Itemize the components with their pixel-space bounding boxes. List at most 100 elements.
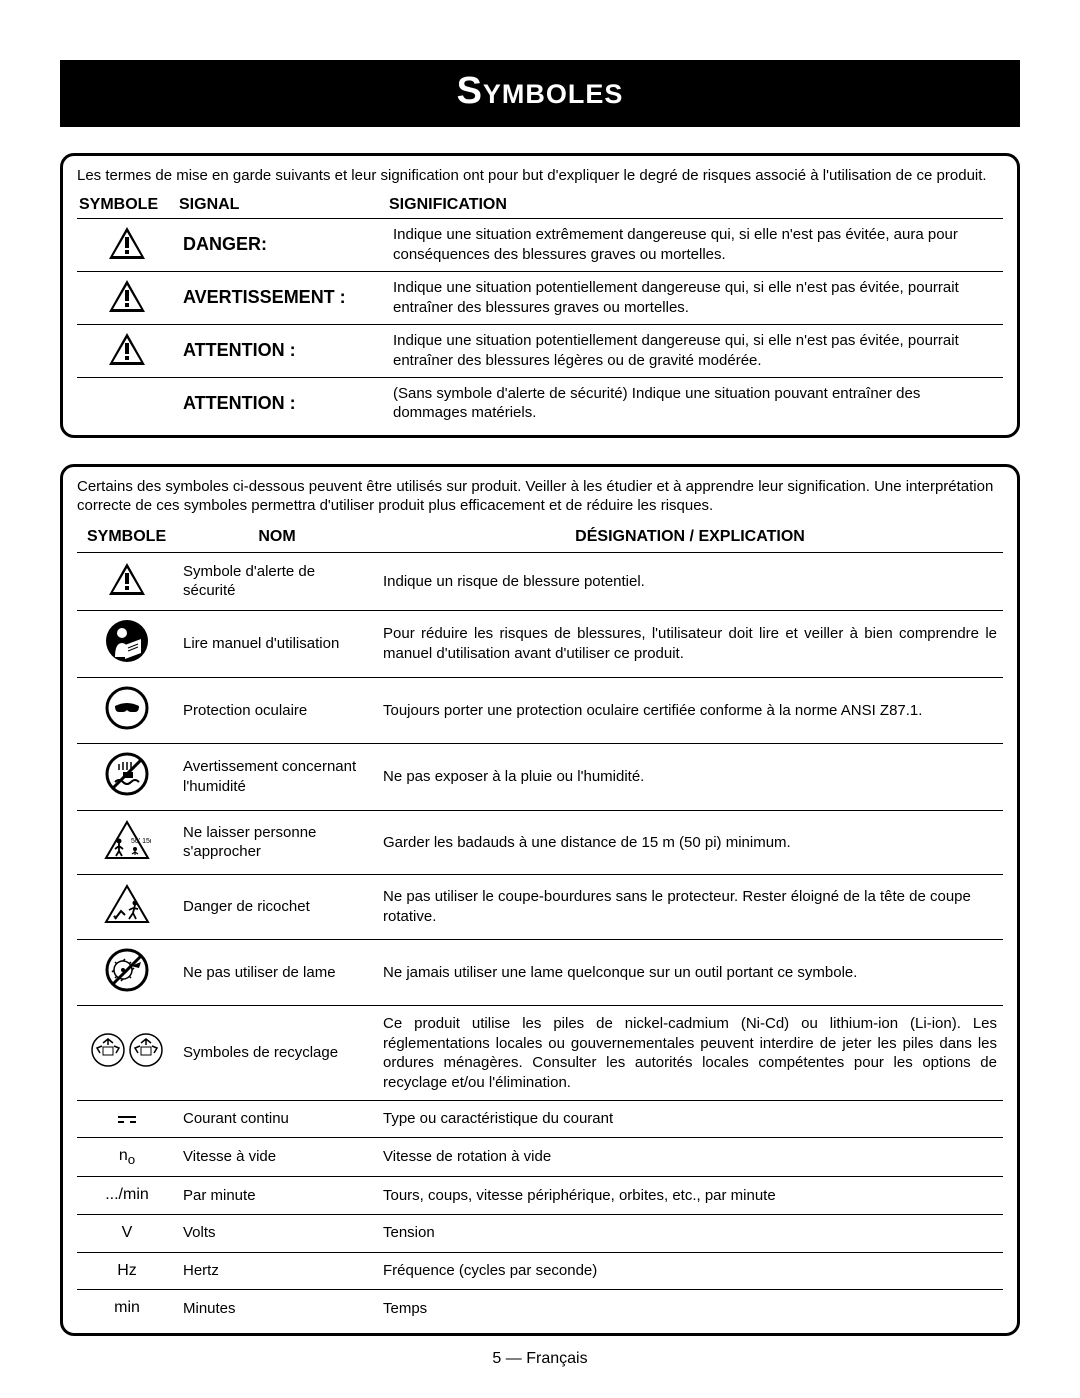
- symbol-row: Lire manuel d'utilisationPour réduire le…: [77, 611, 1003, 678]
- symbol-description: Tension: [377, 1214, 1003, 1252]
- signal-icon-cell: [77, 377, 177, 429]
- symbol-row: Protection oculaireToujours porter une p…: [77, 677, 1003, 744]
- symbol-description: Type ou caractéristique du courant: [377, 1101, 1003, 1138]
- symbol-description: Garder les badauds à une distance de 15 …: [377, 810, 1003, 875]
- signal-words-box: Les termes de mise en garde suivants et …: [60, 153, 1020, 438]
- col2-symbole: SYMBOLE: [77, 522, 177, 553]
- symbol-row: Symboles de recyclageCe produit utilise …: [77, 1006, 1003, 1101]
- symbol-icon-cell: [77, 677, 177, 744]
- symbol-name: Symbole d'alerte de sécurité: [177, 552, 377, 611]
- symbol-name: Hertz: [177, 1252, 377, 1290]
- symbol-icon-cell: min: [77, 1290, 177, 1327]
- col-symbole: SYMBOLE: [77, 192, 177, 219]
- col2-designation: DÉSIGNATION / EXPLICATION: [377, 522, 1003, 553]
- symbol-icon-cell: [77, 810, 177, 875]
- recycle-icon: [91, 1033, 125, 1073]
- recycle-icon: [129, 1033, 163, 1073]
- signal-icon-cell: [77, 218, 177, 271]
- signal-row: AVERTISSEMENT :Indique une situation pot…: [77, 271, 1003, 324]
- symbol-row: min MinutesTemps: [77, 1290, 1003, 1327]
- symbol-icon-cell: .../min: [77, 1177, 177, 1215]
- symbols-table: SYMBOLE NOM DÉSIGNATION / EXPLICATION Sy…: [77, 522, 1003, 1328]
- symbol-name: Symboles de recyclage: [177, 1006, 377, 1101]
- minutes-symbol: min: [114, 1299, 140, 1316]
- symbol-icon-cell: [77, 1006, 177, 1101]
- no-load-speed-symbol: no: [119, 1147, 135, 1164]
- signal-meaning: Indique une situation extrêmement danger…: [387, 218, 1003, 271]
- symbol-icon-cell: V: [77, 1214, 177, 1252]
- symbol-name: Danger de ricochet: [177, 875, 377, 940]
- ricochet-icon: [103, 883, 151, 925]
- symbol-name: Lire manuel d'utilisation: [177, 611, 377, 678]
- symbol-row: no Vitesse à videVitesse de rotation à vi…: [77, 1137, 1003, 1177]
- signal-word: DANGER:: [177, 218, 387, 271]
- symbol-name: Vitesse à vide: [177, 1137, 377, 1177]
- signal-icon-cell: [77, 324, 177, 377]
- warning-triangle-icon: [107, 561, 147, 597]
- signal-word: AVERTISSEMENT :: [177, 271, 387, 324]
- symbol-description: Pour réduire les risques de blessures, l…: [377, 611, 1003, 678]
- symbol-description: Ne jamais utiliser une lame quelconque s…: [377, 939, 1003, 1006]
- symbol-icon-cell: no: [77, 1137, 177, 1177]
- symbol-description: Ne pas utiliser le coupe-bourdures sans …: [377, 875, 1003, 940]
- symbol-row: Avertissement concernant l'humiditéNe pa…: [77, 744, 1003, 811]
- per-minute-symbol: .../min: [105, 1186, 149, 1203]
- symbol-name: Avertissement concernant l'humidité: [177, 744, 377, 811]
- symbol-row: Symbole d'alerte de sécuritéIndique un r…: [77, 552, 1003, 611]
- symbol-name: Par minute: [177, 1177, 377, 1215]
- warning-triangle-icon: [107, 331, 147, 367]
- symbol-icon-cell: [77, 875, 177, 940]
- symbols-box: Certains des symboles ci-dessous peuvent…: [60, 464, 1020, 1337]
- symbol-row: .../min Par minuteTours, coups, vitesse p…: [77, 1177, 1003, 1215]
- symbol-icon-cell: [77, 552, 177, 611]
- signal-row: DANGER:Indique une situation extrêmement…: [77, 218, 1003, 271]
- box1-intro: Les termes de mise en garde suivants et …: [77, 166, 1003, 186]
- symbol-name: Protection oculaire: [177, 677, 377, 744]
- symbol-icon-cell: [77, 1101, 177, 1138]
- symbol-row: Ne pas utiliser de lameNe jamais utilise…: [77, 939, 1003, 1006]
- keep-away-icon: [103, 819, 151, 861]
- eye-protection-icon: [105, 686, 149, 730]
- signal-row: ATTENTION :(Sans symbole d'alerte de séc…: [77, 377, 1003, 429]
- symbol-name: Ne laisser personne s'approcher: [177, 810, 377, 875]
- symbol-icon-cell: [77, 939, 177, 1006]
- symbol-name: Ne pas utiliser de lame: [177, 939, 377, 1006]
- symbol-description: Temps: [377, 1290, 1003, 1327]
- col-signal: SIGNAL: [177, 192, 387, 219]
- box2-intro: Certains des symboles ci-dessous peuvent…: [77, 477, 1003, 516]
- dc-symbol: [118, 1116, 136, 1123]
- col2-nom: NOM: [177, 522, 377, 553]
- title-bar: Symboles: [60, 60, 1020, 127]
- symbol-icon-cell: Hz: [77, 1252, 177, 1290]
- signal-words-table: SYMBOLE SIGNAL SIGNIFICATION DANGER:Indi…: [77, 192, 1003, 429]
- signal-meaning: (Sans symbole d'alerte de sécurité) Indi…: [387, 377, 1003, 429]
- wet-warning-icon: [105, 752, 149, 796]
- symbol-description: Ce produit utilise les piles de nickel-c…: [377, 1006, 1003, 1101]
- signal-meaning: Indique une situation potentiellement da…: [387, 324, 1003, 377]
- page-title: Symboles: [60, 70, 1020, 113]
- signal-meaning: Indique une situation potentiellement da…: [387, 271, 1003, 324]
- page-footer: 5 — Français: [60, 1350, 1020, 1368]
- symbol-description: Tours, coups, vitesse périphérique, orbi…: [377, 1177, 1003, 1215]
- symbol-row: HzHertzFréquence (cycles par seconde): [77, 1252, 1003, 1290]
- symbol-row: Courant continuType ou caractéristique d…: [77, 1101, 1003, 1138]
- symbol-description: Toujours porter une protection oculaire …: [377, 677, 1003, 744]
- symbol-description: Fréquence (cycles par seconde): [377, 1252, 1003, 1290]
- symbol-description: Indique un risque de blessure potentiel.: [377, 552, 1003, 611]
- symbol-icon-cell: [77, 744, 177, 811]
- warning-triangle-icon: [107, 278, 147, 314]
- warning-triangle-icon: [107, 225, 147, 261]
- symbol-row: V VoltsTension: [77, 1214, 1003, 1252]
- symbol-icon-cell: [77, 611, 177, 678]
- symbol-name: Minutes: [177, 1290, 377, 1327]
- symbol-description: Ne pas exposer à la pluie ou l'humidité.: [377, 744, 1003, 811]
- symbol-description: Vitesse de rotation à vide: [377, 1137, 1003, 1177]
- volts-symbol: V: [122, 1224, 133, 1241]
- col-signification: SIGNIFICATION: [387, 192, 1003, 219]
- symbol-row: Ne laisser personne s'approcherGarder le…: [77, 810, 1003, 875]
- symbol-name: Courant continu: [177, 1101, 377, 1138]
- no-blade-icon: [105, 948, 149, 992]
- symbol-name: Volts: [177, 1214, 377, 1252]
- signal-icon-cell: [77, 271, 177, 324]
- symbol-row: Danger de ricochetNe pas utiliser le cou…: [77, 875, 1003, 940]
